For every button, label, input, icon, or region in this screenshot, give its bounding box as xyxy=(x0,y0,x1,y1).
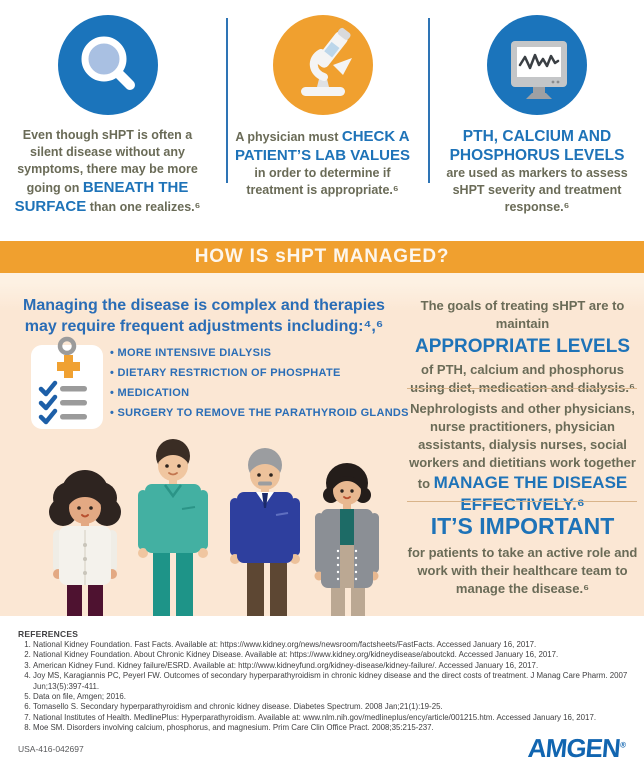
column-divider xyxy=(428,18,430,183)
important-heading: IT’S IMPORTANT xyxy=(430,513,615,539)
microscope-icon xyxy=(272,15,373,115)
card-text-pre: A physician must xyxy=(235,130,342,144)
monitor-icon xyxy=(487,15,587,115)
references-list: National Kidney Foundation. Fast Facts. … xyxy=(18,640,644,734)
registered-mark: ® xyxy=(620,740,627,750)
reference-item: National Kidney Foundation. Fast Facts. … xyxy=(33,640,644,650)
checklist-clipboard-icon xyxy=(26,335,108,436)
references-heading: REFERENCES xyxy=(18,629,79,639)
reference-item: Tomasello S. Secondary hyperparathyroidi… xyxy=(33,702,644,712)
management-bullet-list: MORE INTENSIVE DIALYSIS DIETARY RESTRICT… xyxy=(110,343,410,423)
healthcare-team-illustration xyxy=(25,435,395,616)
amgen-logo: AMGEN® xyxy=(527,733,627,764)
card-text-post: are used as markers to assess sHPT sever… xyxy=(446,166,628,214)
bullet-item: SURGERY TO REMOVE THE PARATHYROID GLANDS xyxy=(110,403,410,423)
reference-item: American Kidney Fund. Kidney failure/ESR… xyxy=(33,661,644,671)
card-lab-values: A physician must CHECK A PATIENT’S LAB V… xyxy=(215,0,430,199)
card-text-pre: Even though sHPT is often a silent disea… xyxy=(17,128,198,195)
reference-item: Joy MS, Karagiannis PC, Peyerl FW. Outco… xyxy=(33,671,644,692)
goals-highlight: APPROPRIATE LEVELS xyxy=(414,336,630,357)
divider xyxy=(407,388,637,389)
job-code: USA-416-042697 xyxy=(18,744,84,754)
card-beneath-surface: Even though sHPT is often a silent disea… xyxy=(0,0,215,216)
references-section: REFERENCES National Kidney Foundation. F… xyxy=(0,616,644,771)
banner-title: HOW IS sHPT MANAGED? xyxy=(194,246,450,267)
section-banner: HOW IS sHPT MANAGED? xyxy=(0,241,644,273)
male-nurse-figure xyxy=(138,439,208,616)
team-text-pre: Nephrologists and other physicians, nurs… xyxy=(409,401,636,491)
card-text-highlight: PTH, CALCIUM AND PHOSPHORUS LEVELS xyxy=(449,128,625,164)
top-section: Even though sHPT is often a silent disea… xyxy=(0,0,644,241)
team-highlight: MANAGE THE DISEASE EFFECTIVELY.⁶ xyxy=(433,473,628,514)
reference-item: National Kidney Foundation. About Chroni… xyxy=(33,650,644,660)
amgen-logo-text: AMGEN xyxy=(527,733,622,763)
divider xyxy=(407,501,637,502)
reference-item: National Institutes of Health. MedlinePl… xyxy=(33,713,644,723)
goals-text-post: of PTH, calcium and phosphorus using die… xyxy=(410,362,635,395)
card-pth-levels: PTH, CALCIUM AND PHOSPHORUS LEVELS are u… xyxy=(430,0,644,216)
team-block: Nephrologists and other physicians, nurs… xyxy=(405,400,640,516)
goals-column: The goals of treating sHPT are to mainta… xyxy=(405,273,640,616)
card-text: A physician must CHECK A PATIENT’S LAB V… xyxy=(230,127,416,199)
bullet-item: MORE INTENSIVE DIALYSIS xyxy=(110,343,410,363)
management-section: Managing the disease is complex and ther… xyxy=(0,273,644,616)
important-block: IT’S IMPORTANT for patients to take an ac… xyxy=(405,513,640,598)
card-text: Even though sHPT is often a silent disea… xyxy=(15,127,201,216)
column-divider xyxy=(226,18,228,183)
reference-item: Data on file, Amgen; 2016. xyxy=(33,692,644,702)
magnifier-icon xyxy=(57,15,158,115)
bullet-item: DIETARY RESTRICTION OF PHOSPHATE xyxy=(110,363,410,383)
management-heading: Managing the disease is complex and ther… xyxy=(23,297,385,335)
card-text-highlight: CHECK A PATIENT’S LAB VALUES xyxy=(234,128,410,164)
bullet-item: MEDICATION xyxy=(110,383,410,403)
female-doctor-figure xyxy=(49,470,121,616)
female-patient-figure xyxy=(314,463,379,616)
card-text-post: in order to determine if treatment is ap… xyxy=(246,166,399,197)
goals-text-pre: The goals of treating sHPT are to mainta… xyxy=(420,298,625,331)
card-text-highlight: BENEATH THE SURFACE xyxy=(14,179,189,215)
card-text-post: than one realizes.⁶ xyxy=(86,200,201,214)
older-male-patient-figure xyxy=(230,448,300,616)
goals-block: The goals of treating sHPT are to mainta… xyxy=(405,297,640,397)
important-text: for patients to take an active role and … xyxy=(407,545,638,596)
reference-item: Moe SM. Disorders involving calcium, pho… xyxy=(33,723,644,733)
card-text: PTH, CALCIUM AND PHOSPHORUS LEVELS are u… xyxy=(444,127,630,216)
